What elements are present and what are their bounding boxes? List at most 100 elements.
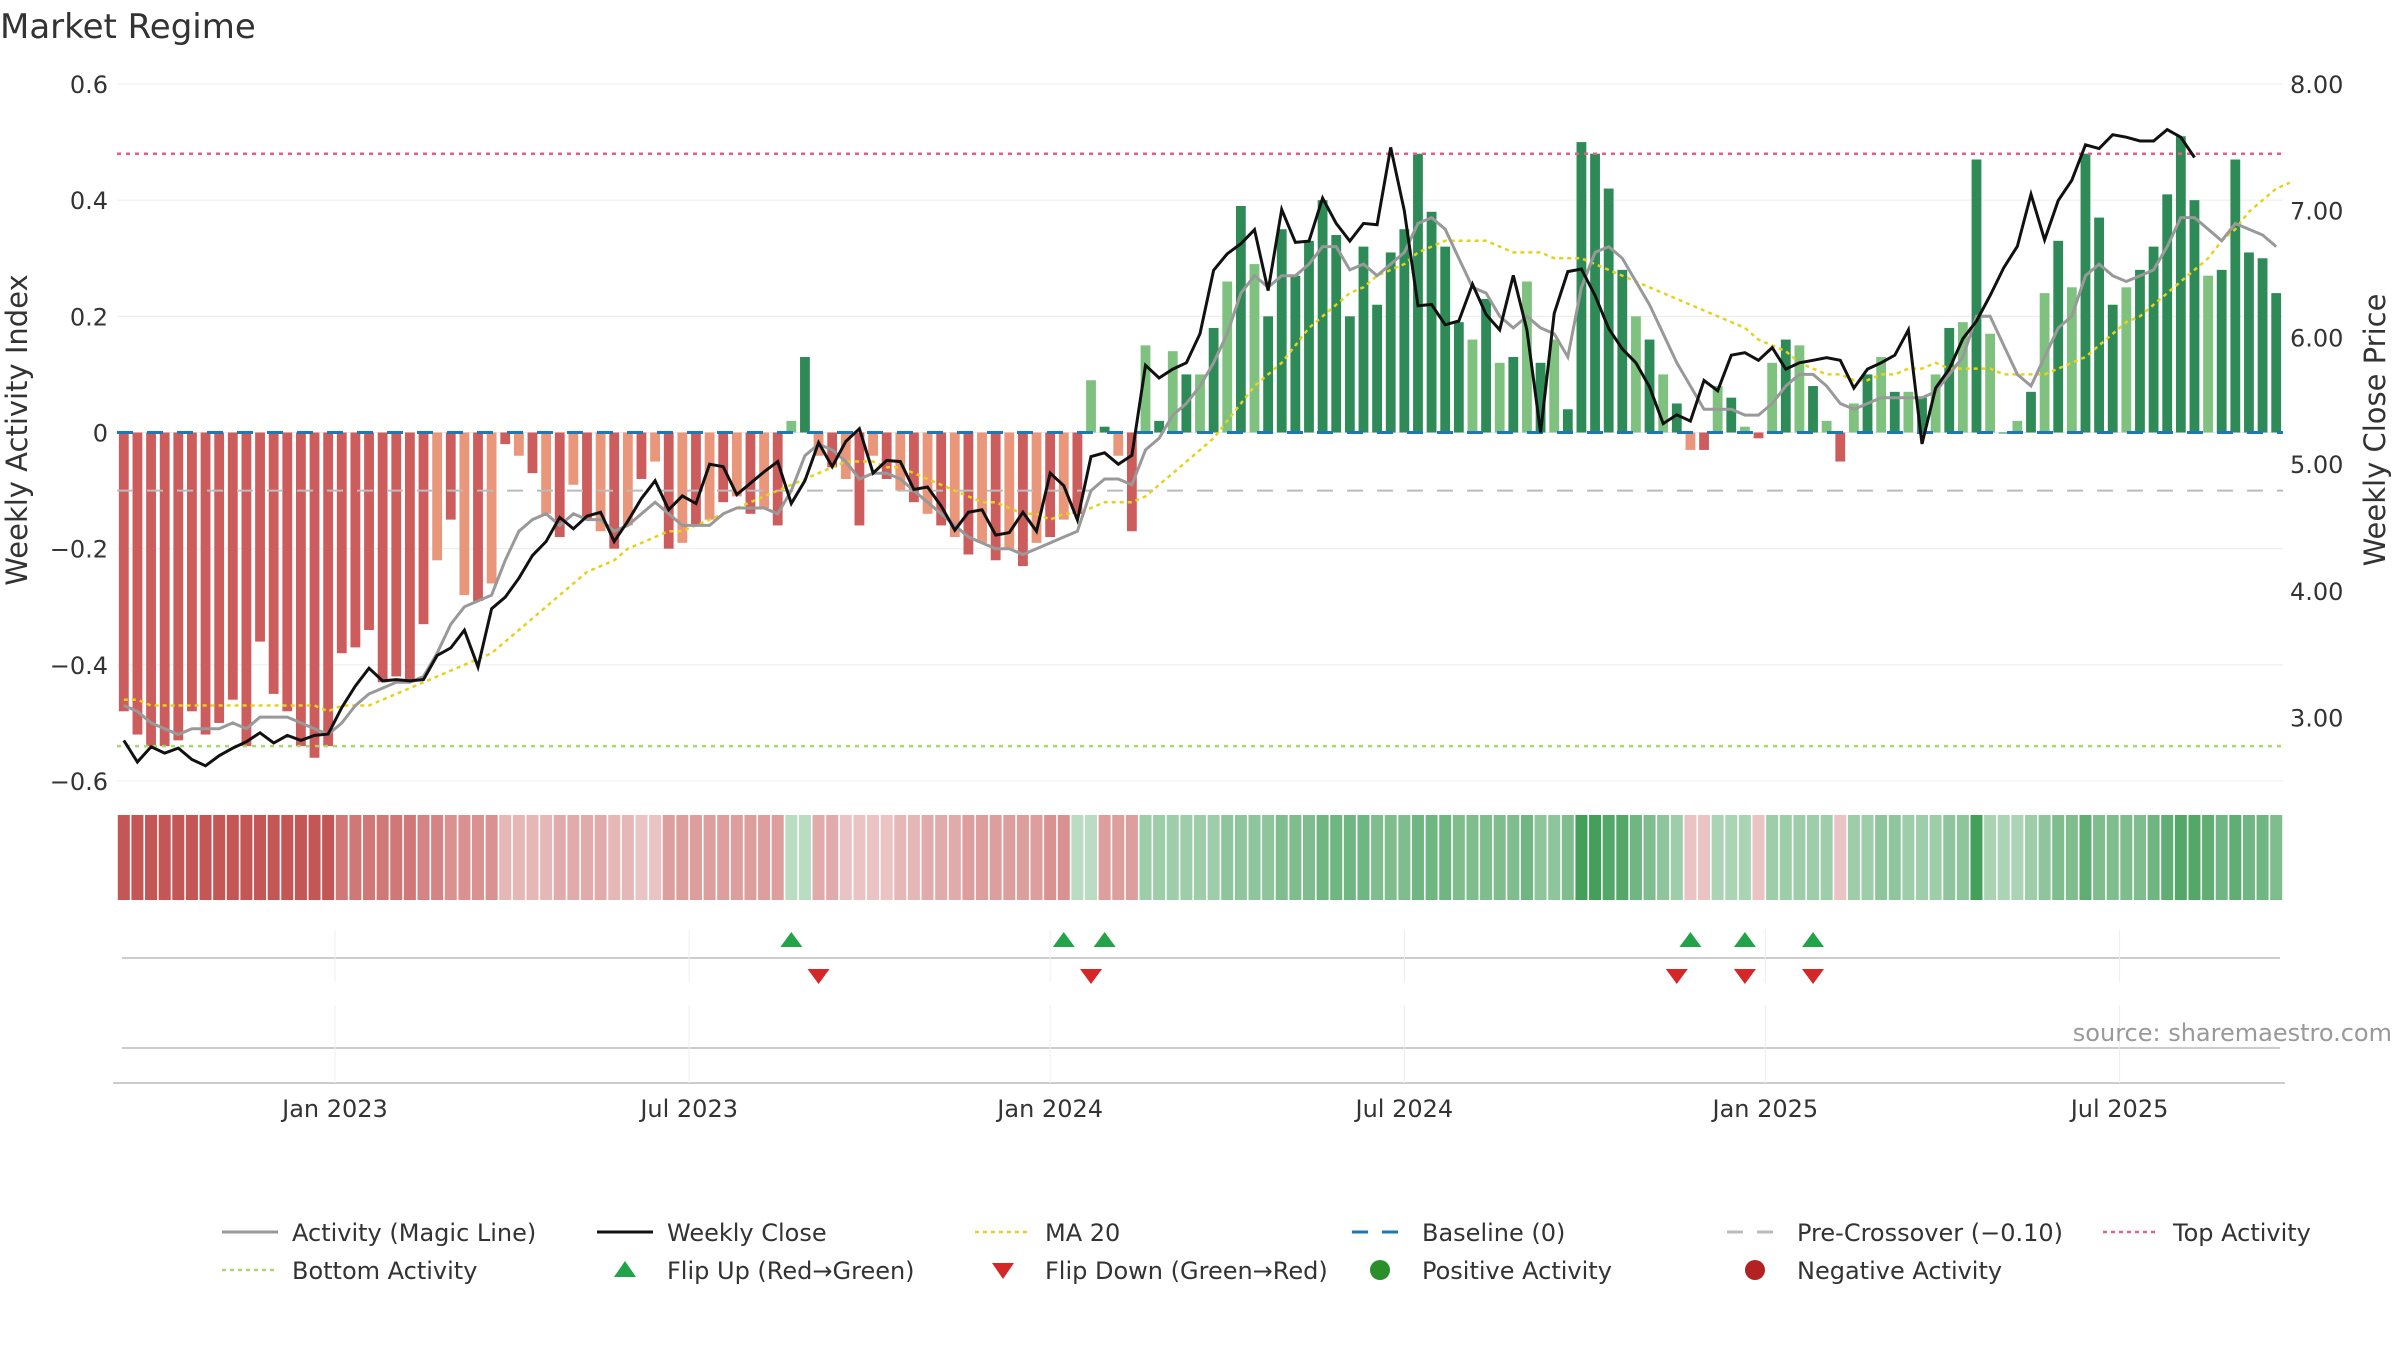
regime-cell <box>254 815 267 900</box>
activity-bar <box>1726 397 1737 433</box>
regime-cell <box>1139 815 1152 900</box>
regime-cell <box>281 815 294 900</box>
activity-bar <box>1290 275 1301 433</box>
regime-cell <box>158 815 171 900</box>
legend-item-magic: Activity (Magic Line) <box>222 1219 536 1247</box>
x-tick-label: Jan 2023 <box>280 1095 388 1123</box>
activity-bar <box>1249 264 1260 433</box>
activity-bar <box>1058 432 1069 520</box>
regime-cell <box>1875 815 1888 900</box>
legend-item-top: Top Activity <box>2103 1219 2311 1247</box>
flip-up-marker <box>1679 932 1702 947</box>
activity-bar <box>949 432 960 538</box>
y2-tick-label: 8.00 <box>2290 71 2343 99</box>
activity-bar <box>2271 293 2282 433</box>
regime-cell <box>730 815 743 900</box>
flip-down-marker <box>1802 969 1825 984</box>
activity-bar <box>2039 293 2050 433</box>
activity-bar <box>1603 188 1614 433</box>
regime-cell <box>1752 815 1765 900</box>
activity-bar <box>1562 409 1573 433</box>
activity-bar <box>432 432 443 561</box>
activity-bar <box>132 432 143 735</box>
activity-bar <box>146 432 156 747</box>
regime-cell <box>594 815 607 900</box>
regime-cell <box>444 815 457 900</box>
activity-bar <box>445 432 456 520</box>
flip-down-marker <box>1665 969 1688 984</box>
activity-bar <box>1740 426 1750 433</box>
activity-bar <box>1494 362 1505 433</box>
activity-bar <box>990 432 1001 561</box>
regime-cell <box>1343 815 1356 900</box>
regime-cell <box>1548 815 1561 900</box>
activity-bar <box>731 432 742 497</box>
activity-bar <box>486 432 497 584</box>
right-axis: 8.00 7.00 6.00 5.00 4.00 3.00 <box>2290 71 2343 733</box>
activity-bar <box>2012 420 2023 433</box>
regime-cell <box>621 815 634 900</box>
regime-cell <box>1452 815 1465 900</box>
activity-bar <box>296 432 306 747</box>
flip-up-marker <box>780 932 803 947</box>
activity-bar <box>364 432 374 630</box>
activity-bar <box>1535 362 1546 433</box>
regime-cell <box>1316 815 1329 900</box>
regime-cell <box>499 815 512 900</box>
legend-label: Bottom Activity <box>292 1257 477 1285</box>
activity-bar <box>1617 269 1628 433</box>
regime-cell <box>676 815 689 900</box>
activity-bar <box>1944 327 1955 433</box>
activity-bar <box>1699 432 1709 450</box>
activity-bar <box>786 420 797 433</box>
legend-item-close: Weekly Close <box>597 1219 827 1247</box>
activity-bar <box>1413 153 1423 433</box>
regime-cell <box>812 815 825 900</box>
regime-cell <box>1207 815 1220 900</box>
regime-cell <box>608 815 621 900</box>
regime-cell <box>1684 815 1697 900</box>
regime-cell <box>1262 815 1275 900</box>
regime-cell <box>2011 815 2024 900</box>
regime-cell <box>1071 815 1084 900</box>
activity-bar <box>2053 240 2064 433</box>
activity-bar <box>2026 391 2036 433</box>
y-tick-label: −0.6 <box>50 768 108 796</box>
activity-bar <box>404 432 415 683</box>
regime-cell <box>1248 815 1261 900</box>
ma20-line <box>123 181 2291 713</box>
regime-cell <box>1330 815 1343 900</box>
activity-bar <box>1167 351 1178 433</box>
regime-cell <box>417 815 430 900</box>
activity-bar <box>677 432 688 543</box>
regime-cell <box>1507 815 1520 900</box>
activity-bar <box>1358 246 1369 433</box>
regime-cell <box>2065 815 2078 900</box>
activity-bar <box>1086 380 1096 433</box>
regime-cell <box>1493 815 1506 900</box>
activity-bar <box>282 432 293 712</box>
activity-bar <box>840 432 851 479</box>
regime-cell <box>540 815 553 900</box>
activity-bar <box>963 432 974 555</box>
regime-cell <box>1616 815 1629 900</box>
regime-cell <box>1888 815 1901 900</box>
regime-cell <box>1371 815 1384 900</box>
legend-label: Flip Down (Green→Red) <box>1045 1257 1328 1285</box>
activity-bar <box>2135 269 2145 433</box>
regime-cell <box>1520 815 1533 900</box>
regime-cell <box>1384 815 1397 900</box>
activity-bar <box>622 432 633 526</box>
y-tick-label: 0.6 <box>70 71 108 99</box>
regime-cell <box>1098 815 1111 900</box>
activity-bar <box>1235 205 1246 433</box>
activity-bar <box>922 432 933 514</box>
y-tick-label: 0.2 <box>70 303 108 331</box>
activity-bar <box>1072 432 1083 514</box>
regime-cell <box>689 815 702 900</box>
activity-bar <box>1671 403 1682 433</box>
activity-bar <box>1208 327 1219 433</box>
legend-label: Top Activity <box>2172 1219 2311 1247</box>
regime-cell <box>1943 815 1956 900</box>
regime-cell <box>322 815 335 900</box>
